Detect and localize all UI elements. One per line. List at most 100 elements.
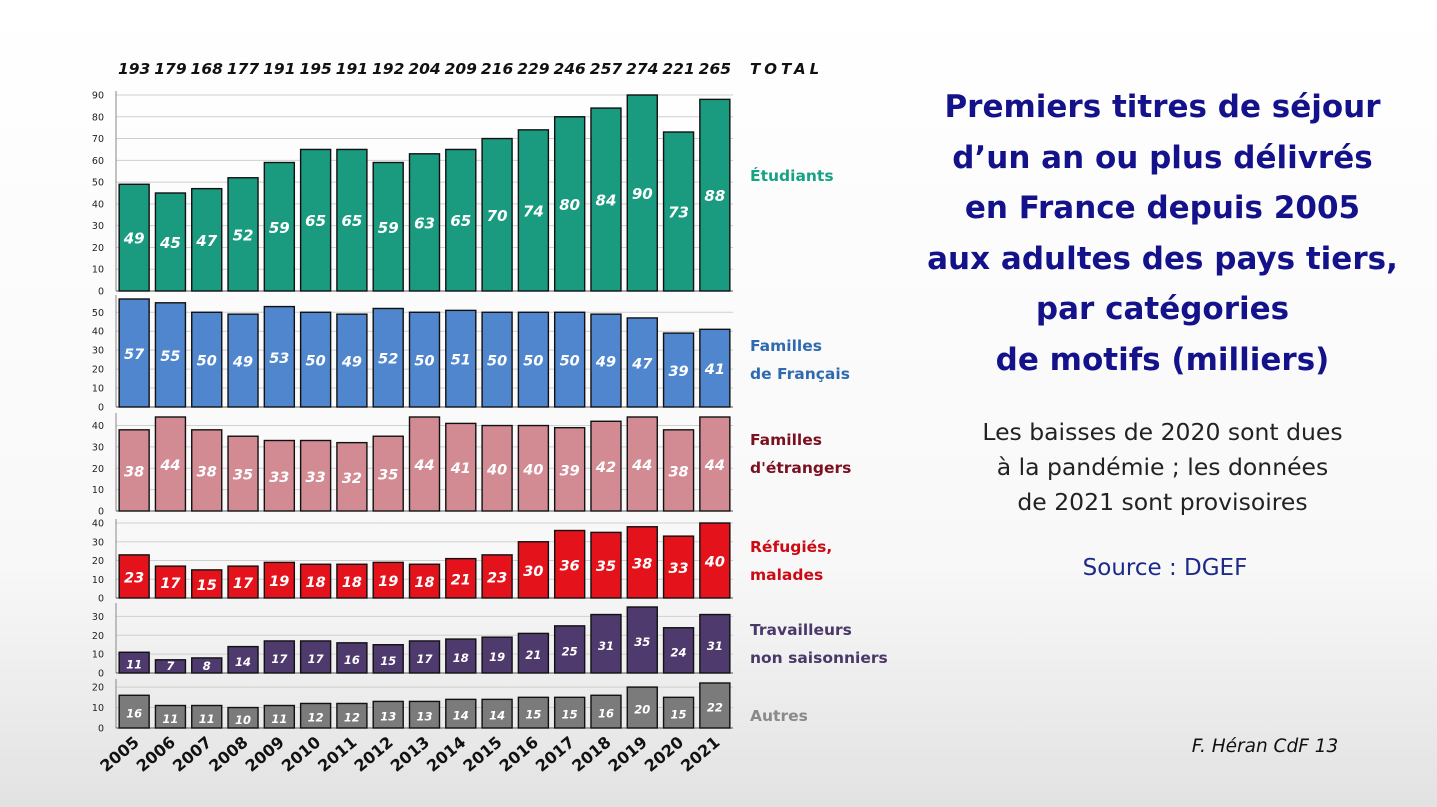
note-line: de 2021 sont provisoires [1017, 488, 1308, 516]
y-tick-label: 80 [92, 112, 104, 123]
bar-value-label: 50 [414, 354, 434, 370]
bar-value-label: 50 [197, 354, 217, 370]
author-credit: F. Héran CdF 13 [1191, 736, 1339, 757]
bar-value-label: 8 [203, 659, 211, 673]
source-label: Source : DGEF [1082, 555, 1248, 581]
bar [154, 416, 187, 512]
bar [372, 700, 404, 729]
bar-value-label: 38 [197, 464, 217, 480]
series-name-label: non saisonniers [750, 649, 888, 667]
bar [118, 298, 150, 408]
bar [336, 148, 368, 292]
bar-value-label: 35 [596, 559, 616, 575]
bar [445, 638, 477, 674]
bar-value-label: 30 [523, 564, 543, 580]
bar-value-label: 44 [413, 458, 434, 474]
total-heading: TOTAL [750, 60, 823, 78]
series-name-label: de Français [750, 365, 850, 383]
bar-value-label: 13 [380, 710, 396, 724]
bar [626, 526, 658, 599]
x-tick-label: 2013 [387, 733, 433, 776]
y-tick-label: 0 [98, 287, 104, 298]
bar-value-label: 15 [380, 654, 396, 668]
x-tick-label: 2016 [496, 733, 542, 776]
bar [372, 644, 404, 674]
bar [517, 311, 550, 408]
bar-value-label: 25 [562, 644, 578, 658]
bar-value-label: 23 [487, 570, 507, 586]
y-tick-label: 40 [92, 199, 104, 210]
title-line: aux adultes des pays tiers, [927, 240, 1398, 277]
bar [553, 696, 586, 729]
bar [590, 313, 622, 408]
bar-value-label: 39 [560, 463, 580, 479]
bar [191, 569, 223, 599]
bar-value-label: 15 [671, 708, 687, 722]
bar [445, 148, 477, 292]
bar-value-label: 41 [450, 461, 471, 477]
total-label: 216 [481, 60, 514, 78]
y-tick-label: 20 [92, 556, 104, 567]
bar-value-label: 50 [523, 354, 543, 370]
x-tick-label: 2018 [568, 733, 614, 776]
bar-value-label: 31 [707, 639, 723, 653]
bar [626, 317, 658, 408]
bar [336, 313, 368, 408]
bar [590, 107, 622, 292]
bar [191, 657, 223, 674]
bar-value-label: 40 [704, 555, 725, 571]
title-line: de motifs (milliers) [995, 341, 1330, 378]
bar [299, 148, 332, 292]
y-tick-label: 30 [92, 221, 104, 232]
x-tick-label: 2010 [278, 733, 324, 776]
bar [299, 563, 332, 599]
bar [118, 694, 150, 729]
bar-value-label: 50 [306, 354, 326, 370]
y-tick-label: 30 [92, 612, 104, 623]
bar-value-label: 18 [342, 575, 362, 591]
bar [481, 311, 513, 408]
bar [699, 522, 731, 599]
bar [191, 429, 223, 512]
bar [553, 116, 586, 292]
total-label: 265 [699, 60, 731, 78]
total-label: 191 [336, 60, 368, 78]
bar-value-label: 17 [233, 576, 254, 592]
bar [263, 161, 296, 292]
bar-value-label: 38 [668, 464, 688, 480]
bar-value-label: 23 [124, 570, 144, 586]
total-label: 168 [191, 60, 224, 78]
x-tick-label: 2021 [677, 733, 723, 776]
bar [336, 702, 368, 729]
bar [263, 561, 296, 599]
bar-value-label: 39 [668, 364, 688, 380]
bar-value-label: 44 [159, 458, 180, 474]
bar-value-label: 17 [160, 576, 181, 592]
total-label: 191 [263, 60, 295, 78]
bar-value-label: 80 [559, 196, 580, 214]
bar [408, 416, 441, 512]
x-tick-label: 2014 [423, 733, 469, 776]
bar [699, 416, 731, 512]
bar [699, 98, 731, 292]
bar-value-label: 65 [450, 212, 471, 230]
bar-value-label: 21 [451, 572, 471, 588]
bar-value-label: 41 [704, 362, 725, 378]
x-tick-label: 2007 [169, 733, 215, 776]
y-tick-label: 0 [98, 594, 104, 605]
bar-value-label: 11 [162, 712, 178, 726]
bar [191, 311, 223, 408]
bar-value-label: 19 [489, 650, 505, 664]
pandemic-note: Les baisses de 2020 sont dues à la pandé… [920, 415, 1405, 520]
bar-value-label: 16 [344, 653, 360, 667]
bar-value-label: 44 [704, 458, 725, 474]
bar-value-label: 14 [453, 709, 469, 723]
bar-value-label: 74 [523, 202, 544, 220]
bar-value-label: 14 [489, 709, 505, 723]
bar-value-label: 49 [341, 355, 362, 371]
total-label: 192 [372, 60, 404, 78]
bar [227, 565, 259, 599]
bar [590, 420, 622, 512]
stacked-bar-chart: 193 179 168 177 191 195 191 192 204 209 216 229 246 2… [92, 60, 888, 776]
y-tick-label: 60 [92, 156, 104, 167]
